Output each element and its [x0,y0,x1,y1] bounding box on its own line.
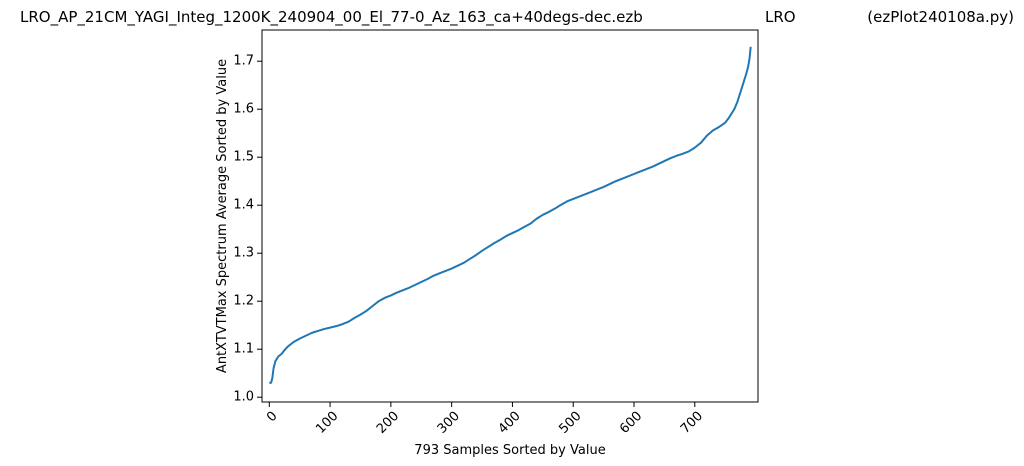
title-center: LRO [765,8,796,26]
y-axis: 1.0 1.1 1.2 1.3 1.4 1.5 1.6 1.7 [233,54,262,405]
x-axis-label: 793 Samples Sorted by Value [414,443,605,458]
y-tick-label: 1.7 [233,54,254,69]
series-line [269,46,752,384]
title-left: LRO_AP_21CM_YAGI_Integ_1200K_240904_00_E… [20,8,643,27]
y-tick-label: 1.3 [233,246,254,261]
y-tick-label: 1.1 [233,342,254,357]
y-tick-label: 1.0 [233,390,254,405]
title-right: (ezPlot240108a.py) [867,8,1014,26]
axes-frame [261,29,759,403]
plot-area [261,29,759,403]
y-tick-label: 1.2 [233,294,254,309]
y-tick-label: 1.5 [233,150,254,165]
y-tick-label: 1.6 [233,102,254,117]
y-tick-label: 1.4 [233,198,254,213]
y-axis-label: AntXTVTMax Spectrum Average Sorted by Va… [215,59,230,373]
